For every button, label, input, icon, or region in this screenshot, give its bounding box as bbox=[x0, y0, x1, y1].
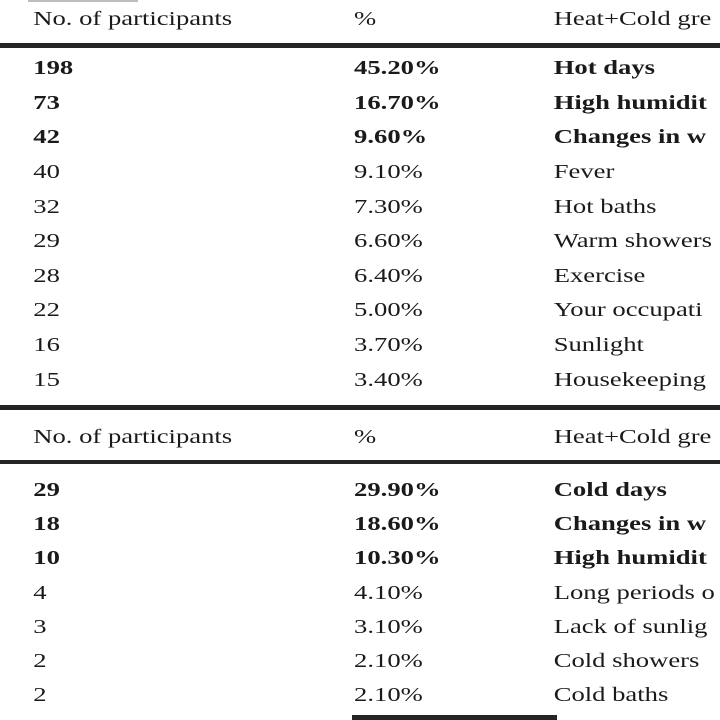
header-participants: No. of participants bbox=[33, 8, 233, 30]
table-row: 18 18.60% Changes in w bbox=[0, 507, 720, 541]
trigger-label: Lack of sunlig bbox=[553, 615, 708, 638]
section1-header-row: No. of participants % Heat+Cold gre bbox=[0, 6, 720, 32]
percent-value: 2.10% bbox=[354, 684, 423, 707]
trigger-label: Cold baths bbox=[553, 684, 669, 707]
table-row: 73 16.70% High humidit bbox=[0, 86, 720, 121]
participants-count: 2 bbox=[33, 650, 47, 673]
participants-count: 198 bbox=[33, 57, 74, 80]
table-bottom-border-fragment bbox=[352, 715, 557, 720]
table-row: 10 10.30% High humidit bbox=[0, 541, 720, 575]
participants-count: 3 bbox=[33, 615, 47, 638]
participants-count: 29 bbox=[33, 479, 60, 502]
percent-value: 9.60% bbox=[354, 126, 428, 149]
participants-count: 28 bbox=[33, 264, 60, 287]
percent-value: 7.30% bbox=[354, 195, 423, 218]
participants-count: 18 bbox=[33, 513, 60, 536]
percent-value: 4.10% bbox=[354, 581, 423, 604]
trigger-label: High humidit bbox=[553, 547, 707, 570]
header2-underline-rule bbox=[0, 460, 720, 464]
trigger-label: Cold showers bbox=[553, 650, 700, 673]
percent-value: 45.20% bbox=[354, 57, 441, 80]
trigger-label: Housekeeping bbox=[553, 368, 706, 391]
percent-value: 3.10% bbox=[354, 615, 423, 638]
trigger-label: Fever bbox=[553, 161, 615, 184]
percent-value: 10.30% bbox=[354, 547, 441, 570]
trigger-label: High humidit bbox=[553, 91, 707, 114]
participants-count: 22 bbox=[33, 299, 60, 322]
table-row: 40 9.10% Fever bbox=[0, 155, 720, 190]
table-row: 2 2.10% Cold baths bbox=[0, 678, 720, 712]
section2-header-row: No. of participants % Heat+Cold gre bbox=[0, 424, 720, 450]
percent-value: 6.60% bbox=[354, 230, 423, 253]
percent-value: 3.70% bbox=[354, 334, 423, 357]
participants-count: 15 bbox=[33, 368, 60, 391]
trigger-label: Long periods o bbox=[553, 581, 715, 604]
table-row: 16 3.70% Sunlight bbox=[0, 328, 720, 363]
section1-rows: 198 45.20% Hot days 73 16.70% High humid… bbox=[0, 51, 720, 397]
trigger-label: Changes in w bbox=[553, 513, 707, 536]
trigger-label: Sunlight bbox=[553, 334, 644, 357]
table-row: 32 7.30% Hot baths bbox=[0, 189, 720, 224]
trigger-label: Warm showers bbox=[553, 230, 712, 253]
table-row: 4 4.10% Long periods o bbox=[0, 576, 720, 610]
trigger-label: Your occupati bbox=[553, 299, 703, 322]
header-percent: % bbox=[354, 426, 377, 448]
table-row: 22 5.00% Your occupati bbox=[0, 293, 720, 328]
participants-count: 10 bbox=[33, 547, 60, 570]
percent-value: 5.00% bbox=[354, 299, 423, 322]
participants-count: 16 bbox=[33, 334, 60, 357]
trigger-label: Cold days bbox=[553, 479, 667, 502]
header-trigger-group: Heat+Cold gre bbox=[553, 8, 712, 30]
percent-value: 6.40% bbox=[354, 264, 423, 287]
section-divider-rule bbox=[0, 405, 720, 410]
percent-value: 2.10% bbox=[354, 650, 423, 673]
participants-count: 2 bbox=[33, 684, 47, 707]
percent-value: 16.70% bbox=[354, 91, 441, 114]
section2-rows: 29 29.90% Cold days 18 18.60% Changes in… bbox=[0, 473, 720, 712]
participants-count: 4 bbox=[33, 581, 47, 604]
header-trigger-group: Heat+Cold gre bbox=[553, 426, 712, 448]
trigger-label: Exercise bbox=[553, 264, 646, 287]
table-row: 198 45.20% Hot days bbox=[0, 51, 720, 86]
table-row: 29 6.60% Warm showers bbox=[0, 224, 720, 259]
trigger-label: Hot baths bbox=[553, 195, 657, 218]
percent-value: 29.90% bbox=[354, 479, 441, 502]
table-row: 42 9.60% Changes in w bbox=[0, 120, 720, 155]
participants-count: 73 bbox=[33, 91, 60, 114]
header-participants: No. of participants bbox=[33, 426, 233, 448]
participants-count: 29 bbox=[33, 230, 60, 253]
trigger-label: Changes in w bbox=[553, 126, 707, 149]
header-percent: % bbox=[354, 8, 377, 30]
table-row: 3 3.10% Lack of sunlig bbox=[0, 610, 720, 644]
table-row: 28 6.40% Exercise bbox=[0, 259, 720, 294]
percent-value: 3.40% bbox=[354, 368, 423, 391]
percent-value: 18.60% bbox=[354, 513, 441, 536]
participants-count: 40 bbox=[33, 161, 60, 184]
table-top-border-fragment bbox=[28, 0, 138, 2]
header1-underline-rule bbox=[0, 43, 720, 48]
trigger-label: Hot days bbox=[553, 57, 656, 80]
percent-value: 9.10% bbox=[354, 161, 423, 184]
participants-count: 32 bbox=[33, 195, 60, 218]
table-row: 2 2.10% Cold showers bbox=[0, 644, 720, 678]
table-row: 29 29.90% Cold days bbox=[0, 473, 720, 507]
table-row: 15 3.40% Housekeeping bbox=[0, 362, 720, 397]
participants-count: 42 bbox=[33, 126, 60, 149]
